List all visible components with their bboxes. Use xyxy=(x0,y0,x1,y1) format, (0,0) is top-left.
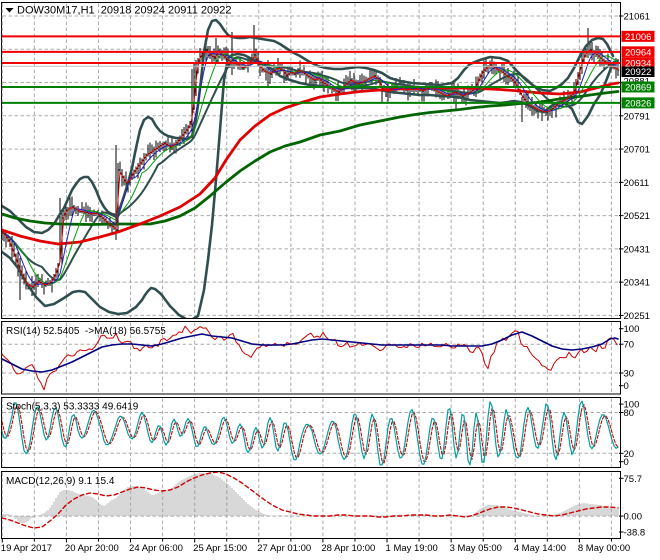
svg-text:20521: 20521 xyxy=(624,211,650,222)
svg-text:20 Apr 20:00: 20 Apr 20:00 xyxy=(65,543,119,554)
svg-text:Stoch(5,3,3) 53.3333 49.6419: Stoch(5,3,3) 53.3333 49.6419 xyxy=(6,402,139,413)
svg-text:1 May 19:00: 1 May 19:00 xyxy=(386,543,438,554)
svg-text:20964: 20964 xyxy=(625,47,651,58)
svg-text:RSI(14) 52.5405 ->MA(18) 56.5: RSI(14) 52.5405 ->MA(18) 56.5755 xyxy=(6,326,166,337)
svg-text:0.00: 0.00 xyxy=(624,512,643,523)
svg-text:MACD(12,26,9) 9.1 15.4: MACD(12,26,9) 9.1 15.4 xyxy=(6,476,115,487)
svg-text:20: 20 xyxy=(624,449,635,460)
svg-text:20701: 20701 xyxy=(624,145,650,156)
svg-text:0: 0 xyxy=(624,381,629,392)
svg-text:28 Apr 10:00: 28 Apr 10:00 xyxy=(321,543,375,554)
svg-text:20869: 20869 xyxy=(625,82,651,93)
svg-text:75.7: 75.7 xyxy=(624,474,643,485)
svg-text:20431: 20431 xyxy=(624,244,650,255)
svg-text:19 Apr 2017: 19 Apr 2017 xyxy=(1,543,52,554)
svg-text:20611: 20611 xyxy=(624,178,650,189)
svg-text:20922: 20922 xyxy=(625,67,651,78)
svg-text:20934: 20934 xyxy=(625,58,651,69)
svg-text:24 Apr 06:00: 24 Apr 06:00 xyxy=(129,543,183,554)
svg-text:20791: 20791 xyxy=(624,111,650,122)
svg-text:25 Apr 15:00: 25 Apr 15:00 xyxy=(193,543,247,554)
svg-text:100: 100 xyxy=(624,324,640,335)
svg-text:-38.8: -38.8 xyxy=(624,528,646,539)
svg-text:0: 0 xyxy=(624,457,629,468)
svg-text:4 May 14:00: 4 May 14:00 xyxy=(514,543,566,554)
svg-text:20826: 20826 xyxy=(625,98,651,109)
svg-text:30: 30 xyxy=(624,369,635,380)
svg-text:3 May 05:00: 3 May 05:00 xyxy=(450,543,502,554)
svg-text:27 Apr 01:00: 27 Apr 01:00 xyxy=(257,543,311,554)
svg-text:100: 100 xyxy=(624,400,640,411)
svg-text:70: 70 xyxy=(624,340,635,351)
svg-text:21006: 21006 xyxy=(625,32,651,43)
svg-text:21061: 21061 xyxy=(624,12,650,23)
svg-text:8 May 00:00: 8 May 00:00 xyxy=(578,543,630,554)
svg-text:20251: 20251 xyxy=(624,311,650,322)
svg-text:DOW30M17,H1 20918 20924 20911: DOW30M17,H1 20918 20924 20911 20922 xyxy=(17,5,231,17)
svg-text:80: 80 xyxy=(624,408,635,419)
svg-text:20341: 20341 xyxy=(624,278,650,289)
